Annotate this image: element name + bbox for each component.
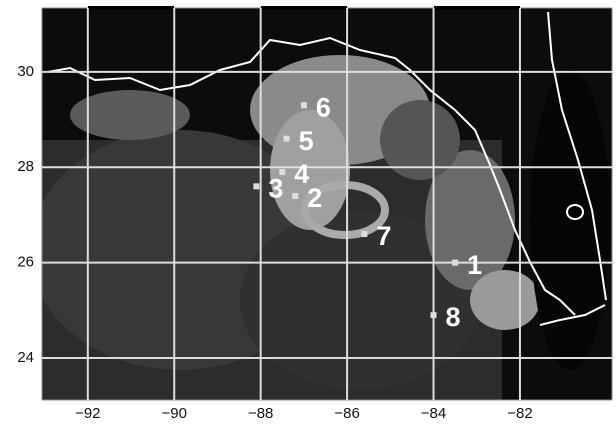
map: −92 −90 −88 −86 −84 −82 24 26 28 30 1 23456 7 8 (0, 0, 616, 426)
x-tick-label: −90 (162, 405, 187, 422)
station-label: 2 (307, 183, 322, 213)
y-tick-label: 30 (17, 63, 34, 80)
station-label: 5 (299, 126, 314, 156)
station-label: 4 (294, 159, 309, 189)
station-marker (253, 183, 259, 189)
station-marker (301, 102, 307, 108)
station-marker (279, 169, 285, 175)
station-marker (292, 193, 298, 199)
y-tick-label: 24 (17, 349, 34, 366)
x-tick-label: −92 (75, 405, 100, 422)
x-tick-label: −88 (248, 405, 273, 422)
station-marker (431, 312, 437, 318)
x-tick-label: −82 (507, 405, 532, 422)
station-label: 1 (467, 250, 482, 280)
station-label: 8 (446, 302, 461, 332)
station-label: 3 (268, 173, 283, 203)
x-tick-label: −86 (334, 405, 359, 422)
y-tick-label: 28 (17, 158, 34, 175)
station-label: 6 (316, 92, 331, 122)
station-marker (284, 136, 290, 142)
y-tick-label: 26 (17, 254, 34, 271)
station-marker (361, 231, 367, 237)
x-tick-label: −84 (421, 405, 446, 422)
station-label: 7 (376, 221, 391, 251)
station-marker (452, 260, 458, 266)
